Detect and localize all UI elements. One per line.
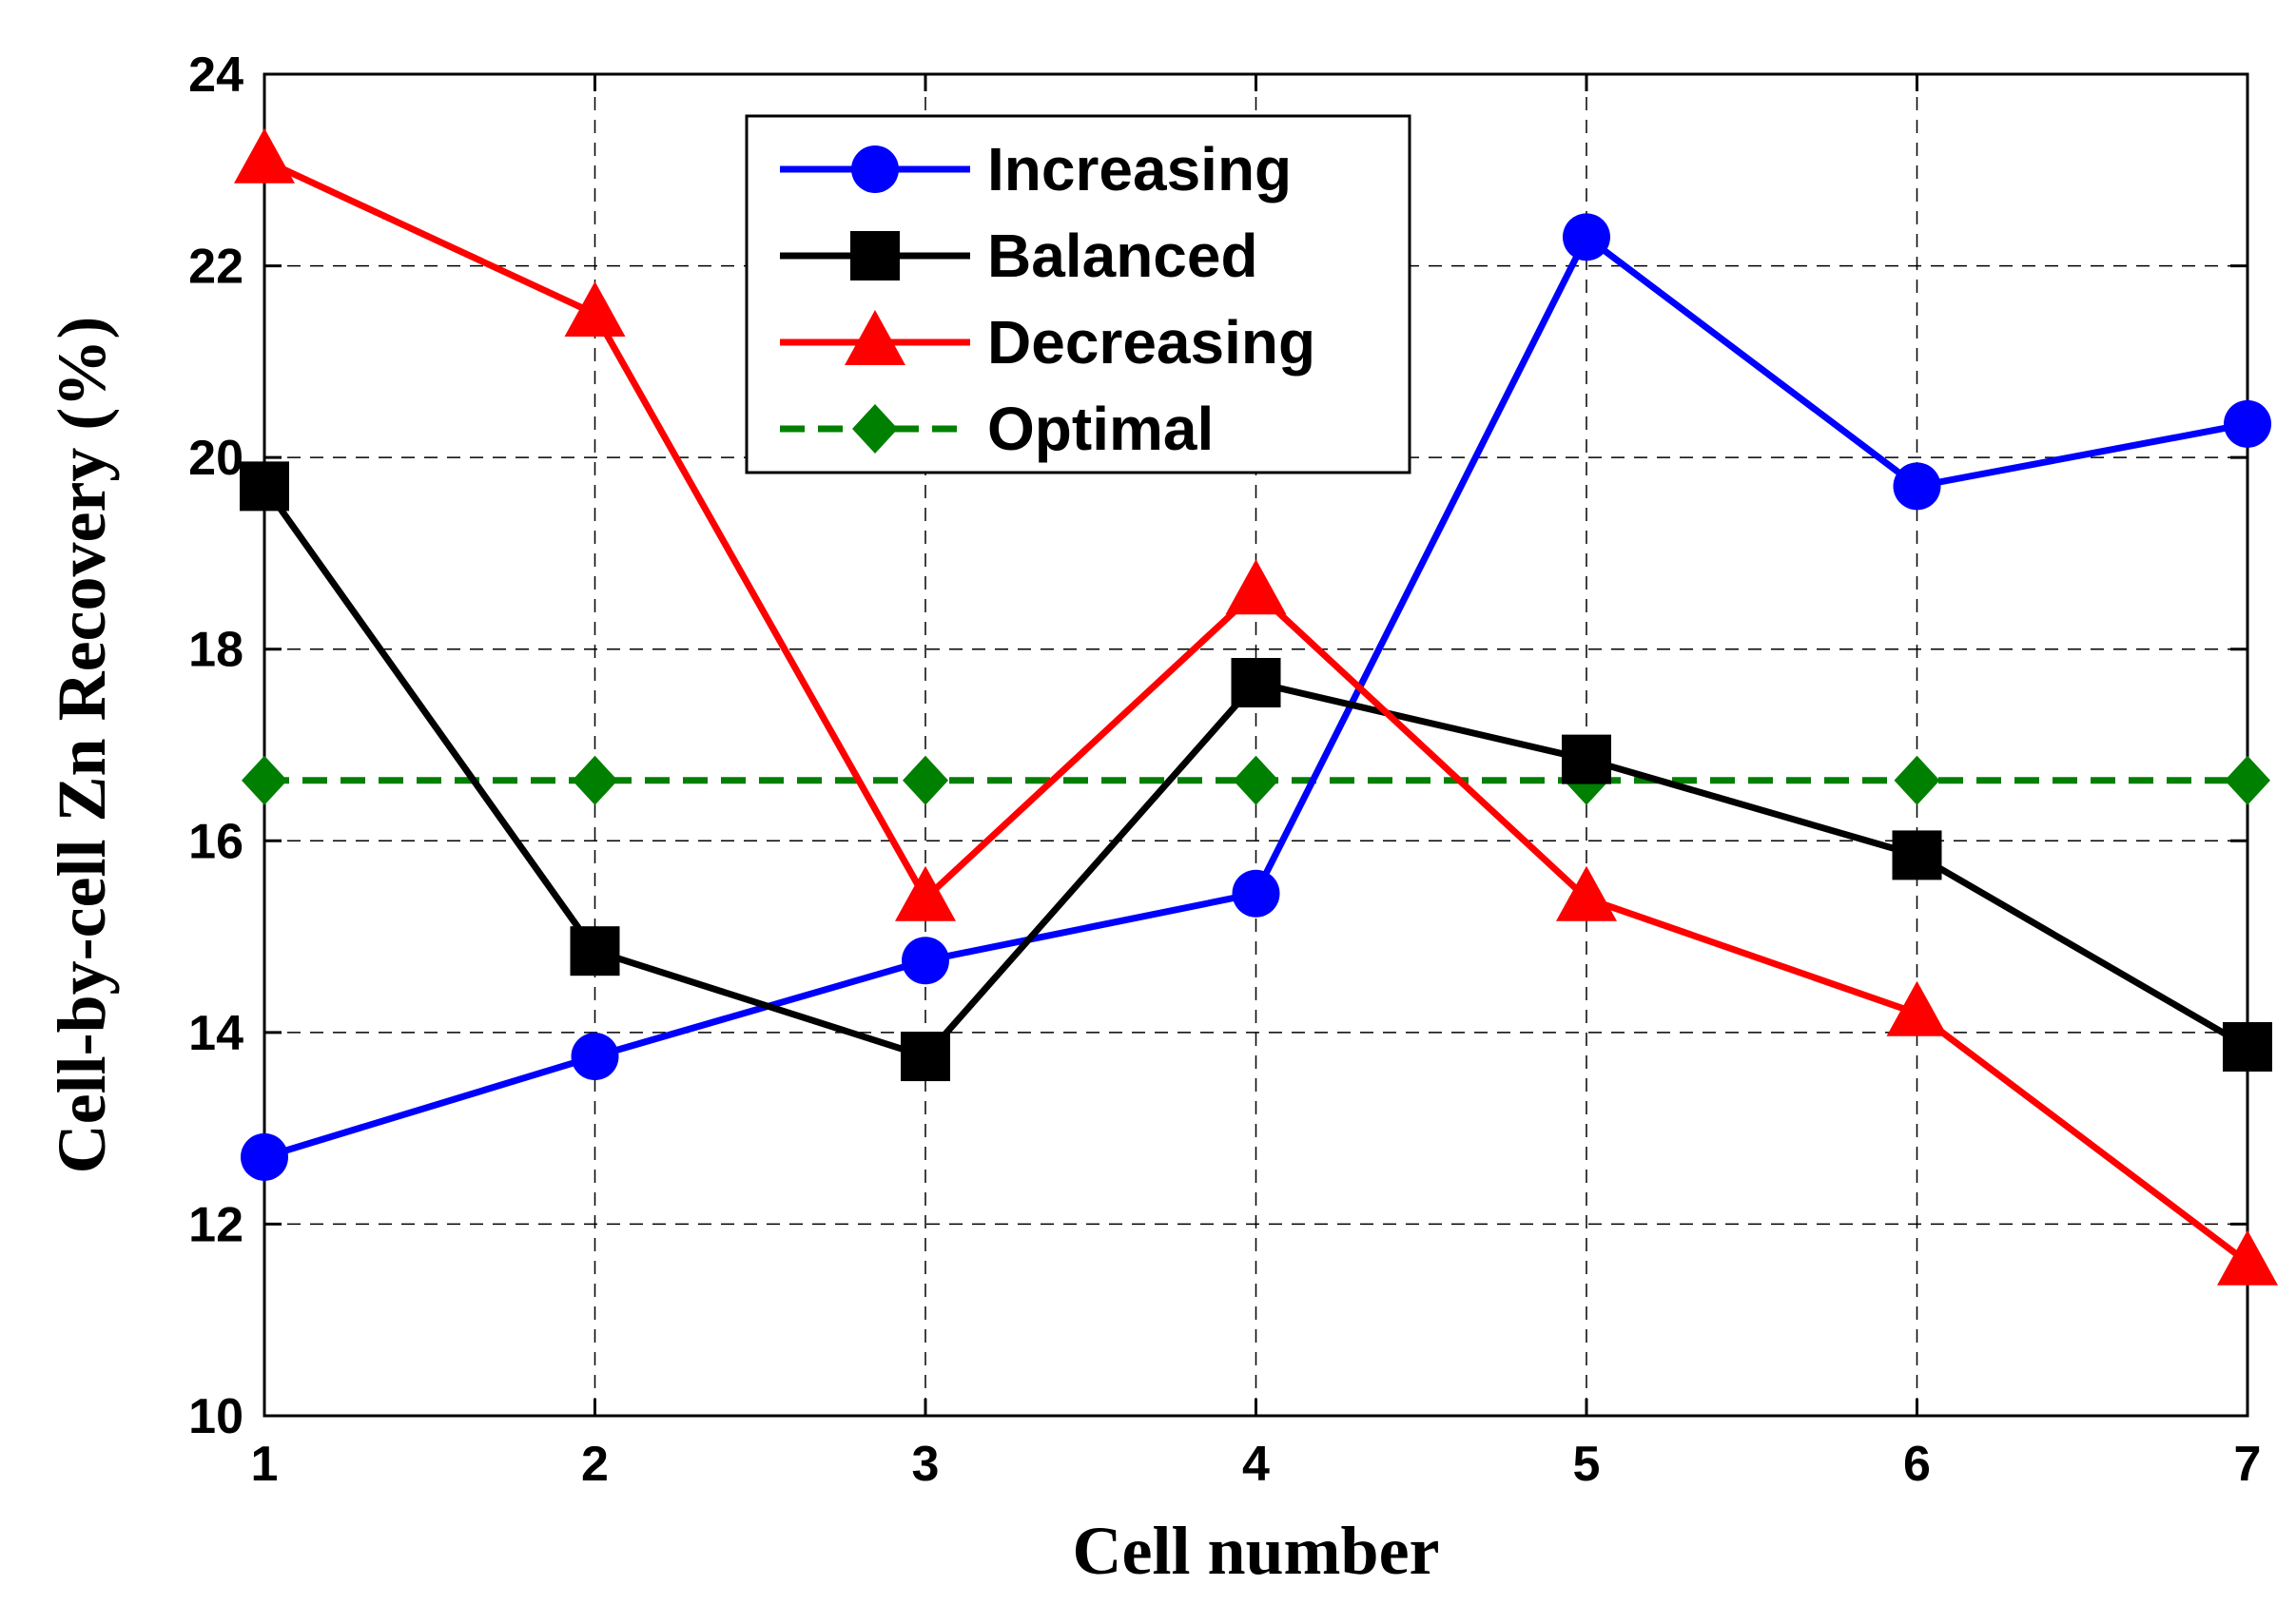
data-point-decreasing: [2217, 1229, 2278, 1286]
y-tick-label: 16: [188, 814, 243, 869]
series: [234, 127, 2278, 1286]
legend-label-increasing: Increasing: [987, 135, 1292, 203]
data-point-optimal: [903, 755, 948, 805]
x-tick-label: 2: [581, 1437, 609, 1492]
x-tick-label: 4: [1242, 1437, 1270, 1492]
x-tick-label: 1: [251, 1437, 279, 1492]
data-point-optimal: [572, 755, 618, 805]
x-tick-label: 5: [1573, 1437, 1601, 1492]
data-point-decreasing: [234, 127, 295, 184]
legend-marker-optimal: [852, 404, 898, 454]
data-point-increasing: [2224, 399, 2271, 448]
y-tick-label: 24: [188, 48, 243, 103]
y-tick-label: 22: [188, 240, 243, 295]
y-tick-label: 20: [188, 431, 243, 486]
data-point-decreasing: [1225, 559, 1287, 615]
data-point-optimal: [242, 755, 287, 805]
x-tick-label: 3: [912, 1437, 940, 1492]
legend-label-balanced: Balanced: [987, 222, 1258, 290]
data-point-optimal: [1894, 755, 1940, 805]
data-point-balanced: [1562, 734, 1611, 784]
legend: Increasing Balanced Decreasing Optimal: [745, 114, 1411, 474]
y-tick-label: 12: [188, 1197, 243, 1252]
data-point-decreasing: [1556, 865, 1617, 921]
y-tick-label: 14: [188, 1006, 243, 1061]
x-tick-label: 7: [2234, 1437, 2262, 1492]
legend-label-optimal: Optimal: [987, 395, 1214, 463]
data-point-decreasing: [895, 865, 956, 921]
x-tick-label: 6: [1903, 1437, 1931, 1492]
x-axis-title: Cell number: [1073, 1513, 1440, 1589]
data-point-balanced: [570, 926, 620, 977]
y-tick-label: 10: [188, 1389, 243, 1444]
data-point-optimal: [2225, 755, 2270, 805]
series-optimal: [242, 755, 2270, 805]
data-point-balanced: [1231, 657, 1281, 707]
legend-item-increasing: Increasing: [780, 135, 1292, 203]
series-balanced: [240, 461, 2272, 1082]
legend-marker-decreasing: [845, 310, 905, 365]
legend-label-decreasing: Decreasing: [987, 308, 1315, 377]
data-point-increasing: [1232, 869, 1280, 918]
legend-item-optimal: Optimal: [780, 395, 1214, 463]
data-point-increasing: [1563, 213, 1610, 261]
data-point-increasing: [241, 1132, 288, 1181]
y-tick-label: 18: [188, 623, 243, 678]
series-decreasing: [234, 127, 2278, 1286]
data-point-increasing: [1893, 462, 1941, 511]
data-point-balanced: [240, 461, 289, 512]
legend-marker-balanced: [850, 231, 900, 280]
legend-marker-increasing: [851, 145, 899, 193]
data-point-balanced: [2223, 1021, 2272, 1072]
series-increasing: [241, 213, 2271, 1181]
data-point-decreasing: [1886, 980, 1948, 1036]
data-point-balanced: [901, 1032, 950, 1082]
legend-item-balanced: Balanced: [780, 222, 1258, 290]
y-axis-title: Cell-by-cell Zn Recovery (%): [44, 317, 120, 1174]
data-point-increasing: [902, 937, 949, 985]
data-point-decreasing: [564, 280, 626, 337]
data-point-increasing: [571, 1033, 619, 1081]
data-point-optimal: [1233, 755, 1279, 805]
data-point-balanced: [1892, 830, 1942, 880]
legend-item-decreasing: Decreasing: [780, 308, 1315, 377]
